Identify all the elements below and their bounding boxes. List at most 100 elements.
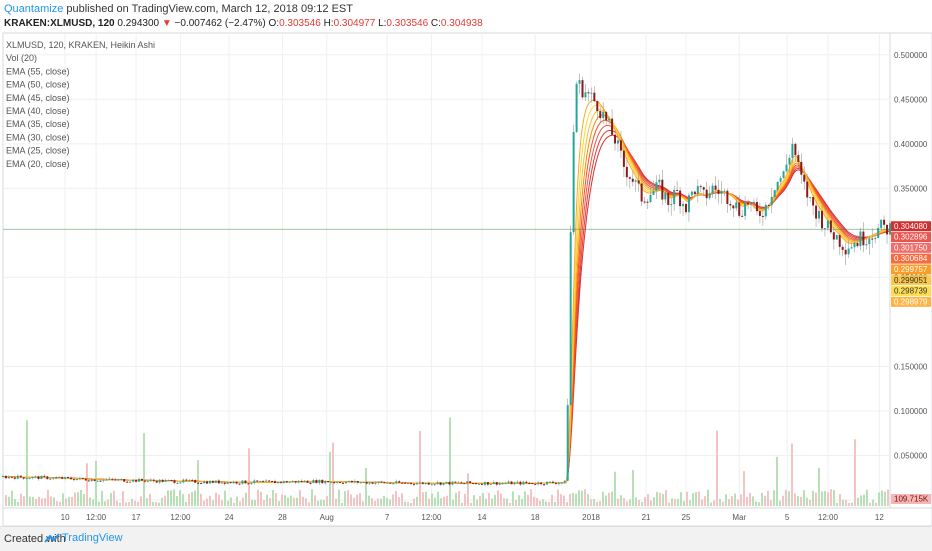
candle-body [847,248,850,255]
volume-bar [539,500,541,506]
price-chart[interactable]: 0.5000000.4500000.4000000.3500000.250000… [0,0,932,526]
candle-body [206,481,209,484]
volume-bar [302,496,304,506]
candle-body [371,482,374,484]
volume-bar [839,494,841,506]
last-price: 0.294300 [117,18,160,29]
candle-body [13,477,16,479]
candle-body [596,101,599,112]
candle-body [631,178,634,182]
candle-body [507,481,510,484]
candle-body [392,483,395,485]
candle-body [770,196,773,206]
volume-bar [815,492,817,506]
volume-bar [410,502,412,506]
candle-body [812,197,815,206]
candle-body [176,482,179,484]
candle-body [504,483,507,485]
volume-bar [566,502,568,506]
legend-item: EMA (20, close) [6,159,70,169]
candle-body [250,482,253,484]
volume-bar [674,498,676,506]
author-link[interactable]: Quantamize [4,3,64,15]
volume-bar [737,499,739,506]
volume-bar [260,491,262,506]
volume-bar [137,501,139,506]
candle-body [259,481,262,483]
volume-bar [509,502,511,506]
volume-bar [374,500,376,506]
volume-bar [878,492,880,506]
volume-bar [8,496,10,506]
x-tick-label: 12:00 [818,513,839,522]
candle-body [673,189,676,205]
price-axis-badge-label: 0.298739 [894,287,928,296]
volume-bar [71,496,73,506]
candle-body [407,482,410,484]
volume-bar [290,495,292,506]
volume-bar [455,492,457,506]
volume-bar [491,498,493,506]
candle-body [49,478,52,480]
candle-body [528,482,531,484]
candle-body [344,481,347,484]
candle-body [203,481,206,484]
candle-body [90,479,93,482]
volume-bar [617,498,619,506]
y-tick-label: 0.450000 [894,95,928,104]
price-axis-badge-label: 0.299757 [894,265,928,274]
volume-bar [149,494,151,506]
volume-bar [698,491,700,506]
candle-body [682,203,685,207]
volume-bar [635,497,637,506]
candle-body [859,231,862,247]
volume-bar [569,493,571,506]
high-value: 0.304977 [333,18,376,29]
volume-bar [506,498,508,506]
volume-bar [176,496,178,506]
volume-bar [485,498,487,506]
volume-bar [242,497,244,506]
candle-body [531,482,534,484]
candle-body [460,482,463,484]
volume-bar [713,500,715,506]
candle-body [486,482,489,485]
candle-body [182,479,185,483]
price-axis-badge [891,221,931,232]
candle-body [634,180,637,182]
candle-body [862,231,865,246]
volume-bar [596,501,598,506]
candle-body [418,482,421,484]
candle-body [268,480,271,482]
candle-body [732,205,735,209]
volume-bar [122,491,124,506]
candle-body [129,481,132,483]
candle-body [194,479,197,483]
candle-body [271,481,274,483]
volume-bar [695,492,697,506]
volume-bar [428,498,430,506]
volume-bar [383,495,385,506]
volume-bar [284,495,286,506]
tradingview-logo-icon [44,533,60,543]
tradingview-link[interactable]: TradingView [62,532,123,544]
volume-bar [116,500,118,506]
volume-bar [182,494,184,506]
candle-body [670,204,673,206]
volume-bar [134,500,136,506]
volume-bar [599,501,601,506]
volume-bar [83,494,85,506]
volume-bar [434,497,436,506]
open-value: 0.303546 [279,18,321,29]
volume-bar [398,497,400,506]
time-axis [2,507,932,526]
candle-body [43,475,46,477]
volume-bar [809,499,811,506]
candle-body [368,482,371,484]
volume-bar [368,495,370,506]
candle-body [519,481,522,485]
volume-bar [53,497,55,506]
candle-body [232,481,235,484]
volume-bar [233,502,235,506]
volume-bar [683,501,685,506]
